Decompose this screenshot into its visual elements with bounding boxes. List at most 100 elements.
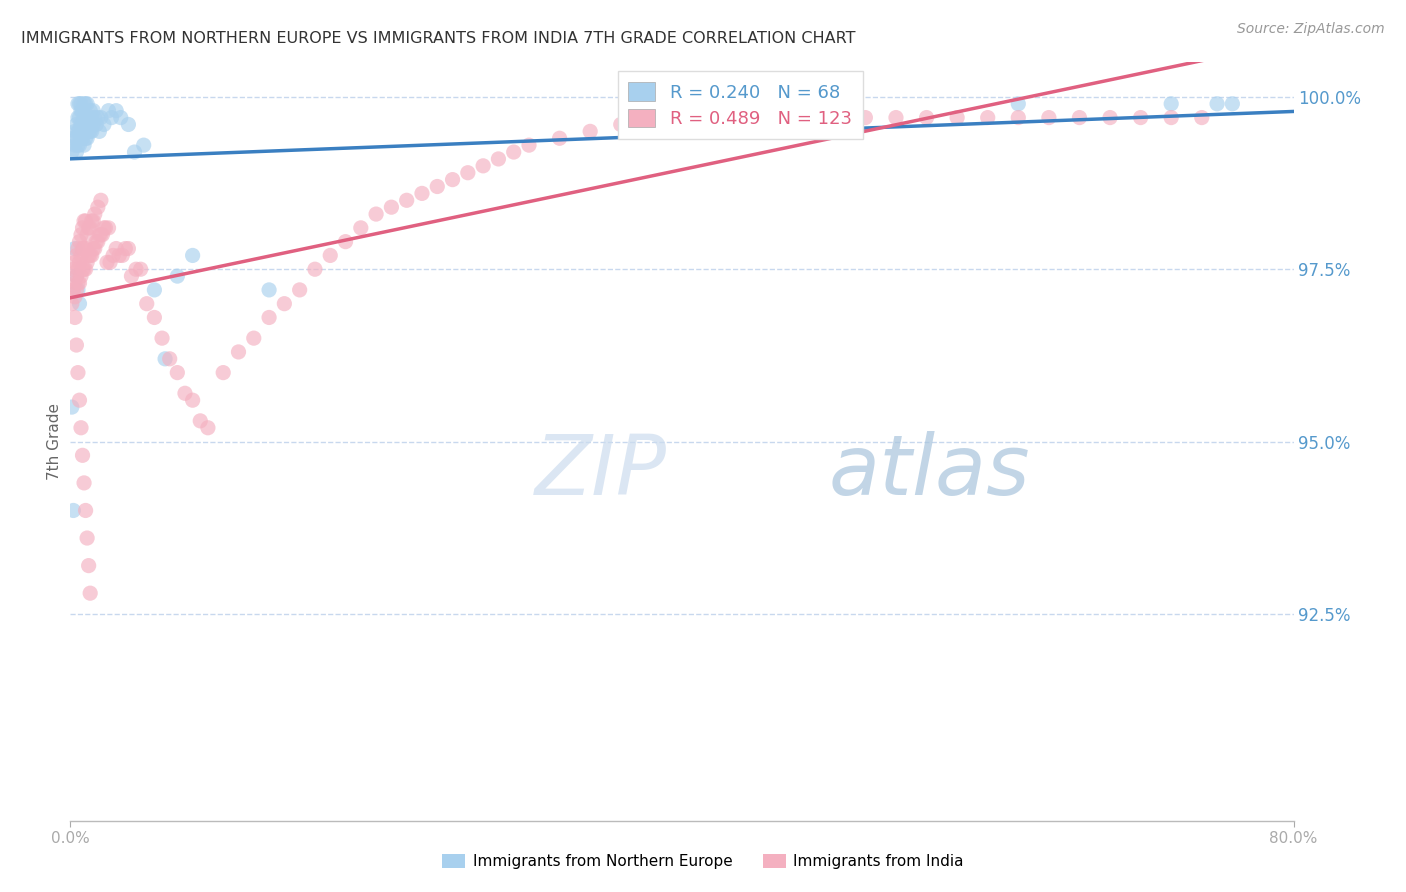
- Point: [65, 248, 87, 262]
- Point: [257, 310, 280, 325]
- Point: [93, 118, 115, 132]
- Point: [73, 214, 96, 228]
- Point: [65, 283, 87, 297]
- Point: [174, 386, 197, 401]
- Point: [70, 118, 93, 132]
- Point: [75, 262, 97, 277]
- Point: [70, 248, 93, 262]
- Point: [976, 111, 998, 125]
- Legend: Immigrants from Northern Europe, Immigrants from India: Immigrants from Northern Europe, Immigra…: [436, 848, 970, 875]
- Point: [380, 200, 402, 214]
- Point: [66, 262, 89, 277]
- Point: [90, 227, 112, 242]
- Point: [1069, 111, 1091, 125]
- Point: [101, 248, 124, 262]
- Point: [77, 111, 100, 125]
- Point: [79, 103, 101, 118]
- Text: atlas: atlas: [828, 432, 1031, 512]
- Point: [135, 296, 157, 310]
- Point: [66, 96, 89, 111]
- Point: [69, 255, 91, 269]
- Point: [884, 111, 907, 125]
- Point: [62, 283, 84, 297]
- Point: [319, 248, 342, 262]
- Point: [1220, 96, 1243, 111]
- Point: [76, 131, 98, 145]
- Point: [72, 131, 94, 145]
- Point: [181, 393, 204, 408]
- Point: [79, 586, 101, 600]
- Point: [70, 227, 93, 242]
- Point: [502, 145, 524, 159]
- Y-axis label: 7th Grade: 7th Grade: [46, 403, 62, 480]
- Text: ZIP: ZIP: [536, 432, 666, 512]
- Point: [73, 138, 96, 153]
- Point: [640, 118, 662, 132]
- Point: [94, 220, 117, 235]
- Point: [105, 242, 128, 256]
- Point: [89, 227, 111, 242]
- Point: [793, 111, 815, 125]
- Point: [72, 448, 94, 462]
- Point: [73, 111, 96, 125]
- Point: [69, 296, 91, 310]
- Point: [1206, 96, 1229, 111]
- Point: [63, 242, 86, 256]
- Legend: R = 0.240   N = 68, R = 0.489   N = 123: R = 0.240 N = 68, R = 0.489 N = 123: [617, 71, 863, 139]
- Point: [77, 248, 100, 262]
- Point: [60, 145, 83, 159]
- Point: [125, 262, 148, 277]
- Point: [65, 131, 87, 145]
- Point: [83, 111, 105, 125]
- Point: [72, 103, 94, 118]
- Point: [548, 131, 571, 145]
- Point: [1007, 96, 1029, 111]
- Point: [80, 111, 103, 125]
- Point: [72, 220, 94, 235]
- Point: [304, 262, 326, 277]
- Point: [75, 118, 97, 132]
- Point: [83, 242, 105, 256]
- Text: IMMIGRANTS FROM NORTHERN EUROPE VS IMMIGRANTS FROM INDIA 7TH GRADE CORRELATION C: IMMIGRANTS FROM NORTHERN EUROPE VS IMMIG…: [21, 31, 856, 46]
- Point: [702, 111, 724, 125]
- Point: [457, 166, 479, 180]
- Point: [63, 290, 86, 304]
- Point: [76, 255, 98, 269]
- Point: [1191, 111, 1213, 125]
- Point: [63, 255, 86, 269]
- Point: [98, 255, 121, 269]
- Point: [93, 220, 115, 235]
- Point: [110, 111, 132, 125]
- Point: [124, 145, 146, 159]
- Point: [87, 111, 110, 125]
- Point: [117, 118, 139, 132]
- Point: [121, 269, 143, 284]
- Point: [105, 103, 128, 118]
- Point: [79, 124, 101, 138]
- Point: [82, 103, 104, 118]
- Point: [610, 118, 633, 132]
- Point: [62, 131, 84, 145]
- Point: [73, 242, 96, 256]
- Point: [243, 331, 266, 345]
- Point: [65, 269, 87, 284]
- Point: [90, 111, 112, 125]
- Point: [111, 248, 134, 262]
- Point: [579, 124, 602, 138]
- Point: [63, 310, 86, 325]
- Point: [671, 111, 693, 125]
- Point: [212, 366, 235, 380]
- Point: [150, 331, 173, 345]
- Point: [66, 366, 89, 380]
- Point: [335, 235, 357, 249]
- Point: [517, 138, 540, 153]
- Point: [946, 111, 969, 125]
- Point: [77, 124, 100, 138]
- Point: [70, 421, 93, 435]
- Point: [73, 475, 96, 490]
- Point: [257, 283, 280, 297]
- Point: [63, 276, 86, 290]
- Point: [87, 235, 110, 249]
- Point: [69, 138, 91, 153]
- Point: [166, 269, 188, 284]
